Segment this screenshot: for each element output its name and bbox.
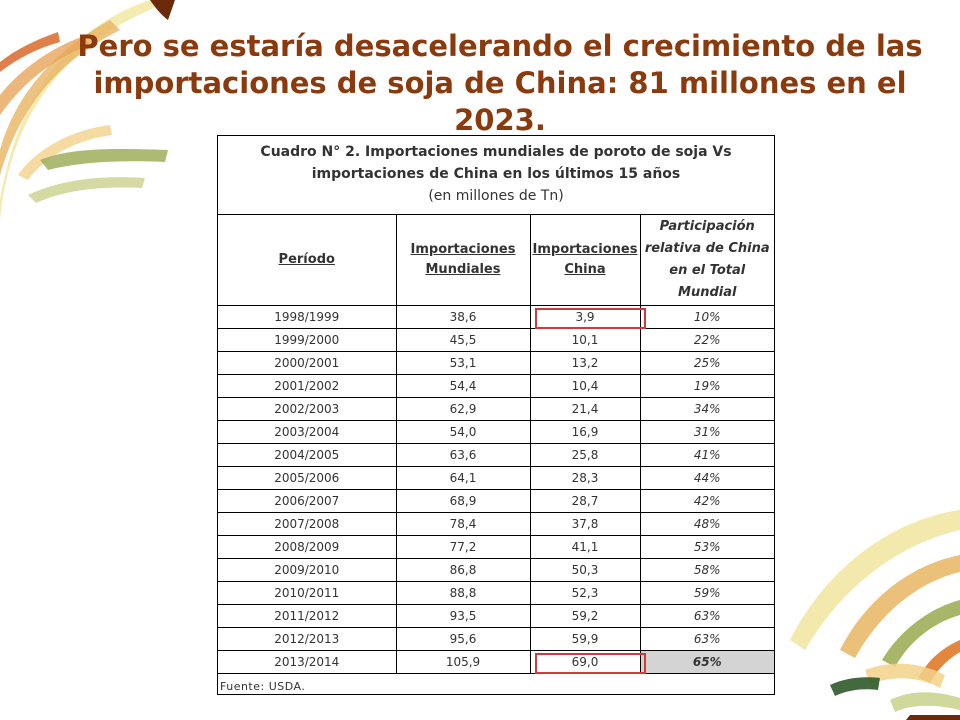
table-row: 2000/2001 53,1 13,2 25% — [218, 351, 774, 375]
cell-world: 105,9 — [395, 650, 531, 674]
header-china-imports: Importaciones China — [529, 215, 641, 306]
cell-share: 34% — [639, 397, 774, 421]
cell-share: 48% — [639, 512, 774, 536]
cell-world: 93,5 — [395, 604, 531, 628]
caption-unit: (en millones de Tn) — [428, 188, 564, 204]
table-row: 2003/2004 54,0 16,9 31% — [218, 420, 774, 444]
table-row: 2007/2008 78,4 37,8 48% — [218, 512, 774, 536]
cell-world: 54,4 — [395, 374, 531, 398]
header-row: Período Importaciones Mundiales Importaci… — [218, 215, 774, 306]
table-row: 2013/2014 105,9 69,0 65% — [218, 650, 774, 675]
cell-china: 59,9 — [529, 627, 641, 651]
table-row: 2002/2003 62,9 21,4 34% — [218, 397, 774, 421]
table-caption: Cuadro N° 2. Importaciones mundiales de … — [218, 136, 774, 215]
header-world-imports: Importaciones Mundiales — [395, 215, 531, 306]
cell-china: 28,3 — [529, 466, 641, 490]
table-row: 2004/2005 63,6 25,8 41% — [218, 443, 774, 467]
cell-share: 63% — [639, 627, 774, 651]
cell-period: 2011/2012 — [218, 604, 397, 628]
cell-china-highlighted: 69,0 — [529, 650, 646, 675]
cell-period: 2000/2001 — [218, 351, 397, 375]
cell-world: 88,8 — [395, 581, 531, 605]
cell-china: 52,3 — [529, 581, 641, 605]
cell-share: 44% — [639, 466, 774, 490]
header-china-share: Participación relativa de China en el Tota… — [639, 215, 774, 306]
cell-china: 16,9 — [529, 420, 641, 444]
cell-china: 59,2 — [529, 604, 641, 628]
cell-period: 2009/2010 — [218, 558, 397, 582]
slide-title: Pero se estaría desacelerando el crecimi… — [70, 28, 930, 139]
cell-world: 86,8 — [395, 558, 531, 582]
imports-table-figure: Cuadro N° 2. Importaciones mundiales de … — [217, 135, 775, 695]
cell-world: 53,1 — [395, 351, 531, 375]
cell-china: 10,4 — [529, 374, 641, 398]
cell-period: 2007/2008 — [218, 512, 397, 536]
table-row: 1999/2000 45,5 10,1 22% — [218, 328, 774, 352]
cell-period: 2012/2013 — [218, 627, 397, 651]
cell-share: 41% — [639, 443, 774, 467]
cell-share: 58% — [639, 558, 774, 582]
cell-world: 77,2 — [395, 535, 531, 559]
cell-share: 25% — [639, 351, 774, 375]
cell-world: 63,6 — [395, 443, 531, 467]
cell-share: 19% — [639, 374, 774, 398]
table-row: 2008/2009 77,2 41,1 53% — [218, 535, 774, 559]
cell-world: 78,4 — [395, 512, 531, 536]
cell-world: 38,6 — [395, 305, 531, 329]
cell-share: 10% — [639, 305, 774, 329]
cell-period: 2003/2004 — [218, 420, 397, 444]
cell-china: 13,2 — [529, 351, 641, 375]
cell-china: 21,4 — [529, 397, 641, 421]
cell-period: 2005/2006 — [218, 466, 397, 490]
table-source-note: Fuente: USDA. — [220, 680, 306, 693]
table-row: 2012/2013 95,6 59,9 63% — [218, 627, 774, 651]
cell-period: 2001/2002 — [218, 374, 397, 398]
table-row: 1998/1999 38,6 3,9 10% — [218, 305, 774, 330]
cell-china: 37,8 — [529, 512, 641, 536]
cell-world: 95,6 — [395, 627, 531, 651]
cell-share: 31% — [639, 420, 774, 444]
cell-period: 2004/2005 — [218, 443, 397, 467]
slide-title-line-2: importaciones de soja de China: 81 millo… — [93, 66, 907, 100]
table-row: 2010/2011 88,8 52,3 59% — [218, 581, 774, 605]
cell-china-highlighted: 3,9 — [529, 305, 646, 330]
slide-title-line-1: Pero se estaría desacelerando el crecimi… — [77, 29, 923, 63]
cell-china: 50,3 — [529, 558, 641, 582]
decorative-arc-top-left — [0, 0, 175, 220]
cell-period: 2002/2003 — [218, 397, 397, 421]
imports-table: Período Importaciones Mundiales Importaci… — [218, 215, 774, 675]
cell-china: 10,1 — [529, 328, 641, 352]
slide-title-line-3: 2023. — [454, 103, 546, 137]
cell-share: 53% — [639, 535, 774, 559]
cell-period: 1998/1999 — [218, 305, 397, 329]
cell-china: 41,1 — [529, 535, 641, 559]
cell-world: 62,9 — [395, 397, 531, 421]
header-period: Período — [218, 215, 397, 306]
cell-period: 2008/2009 — [218, 535, 397, 559]
cell-world: 45,5 — [395, 328, 531, 352]
table-row: 2006/2007 68,9 28,7 42% — [218, 489, 774, 513]
cell-period: 2006/2007 — [218, 489, 397, 513]
cell-share: 42% — [639, 489, 774, 513]
decorative-arc-bottom-right — [790, 510, 960, 720]
cell-share-highlighted: 65% — [639, 650, 774, 674]
cell-world: 54,0 — [395, 420, 531, 444]
cell-world: 64,1 — [395, 466, 531, 490]
table-row: 2009/2010 86,8 50,3 58% — [218, 558, 774, 582]
caption-line-1: Cuadro N° 2. Importaciones mundiales de … — [260, 144, 732, 160]
caption-line-2: importaciones de China en los últimos 15… — [311, 166, 681, 182]
cell-share: 22% — [639, 328, 774, 352]
cell-share: 59% — [639, 581, 774, 605]
cell-china: 25,8 — [529, 443, 641, 467]
table-row: 2011/2012 93,5 59,2 63% — [218, 604, 774, 628]
cell-period: 2010/2011 — [218, 581, 397, 605]
cell-period: 1999/2000 — [218, 328, 397, 352]
table-row: 2001/2002 54,4 10,4 19% — [218, 374, 774, 398]
cell-period: 2013/2014 — [218, 650, 397, 674]
cell-china: 28,7 — [529, 489, 641, 513]
cell-world: 68,9 — [395, 489, 531, 513]
table-row: 2005/2006 64,1 28,3 44% — [218, 466, 774, 490]
cell-share: 63% — [639, 604, 774, 628]
